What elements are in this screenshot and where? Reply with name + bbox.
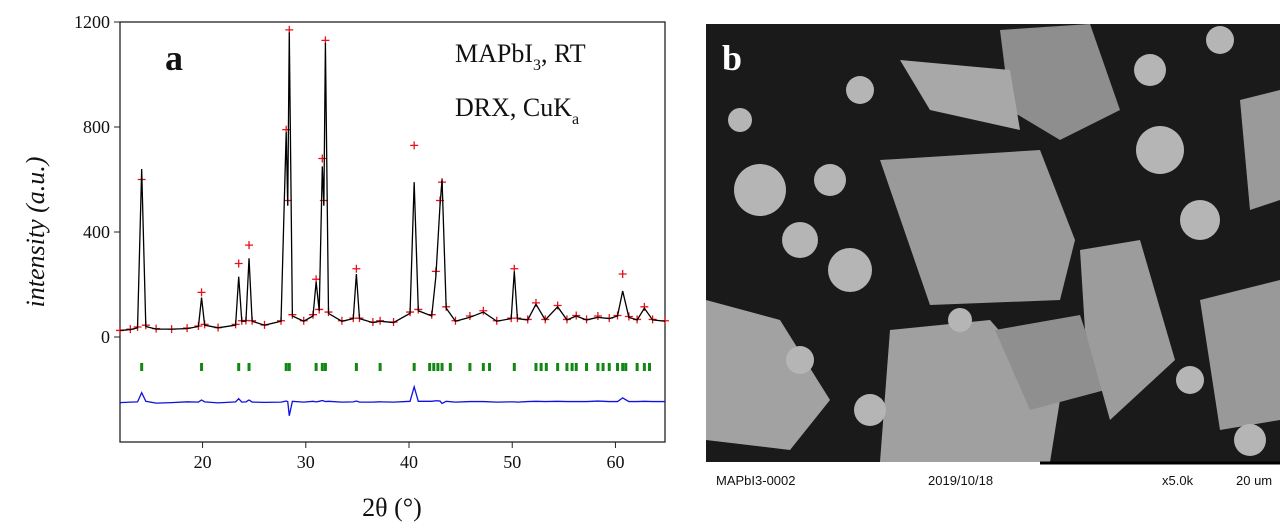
observed-point [553,301,562,310]
series-line [119,32,666,332]
x-tick-label: 20 [194,452,212,472]
y-tick-label: 1200 [74,12,110,32]
x-tick-label: 30 [297,452,315,472]
observed-point [593,312,602,320]
observed-point [640,302,649,311]
y-tick-label: 800 [83,117,110,137]
x-tick-label: 50 [503,452,521,472]
date: 2019/10/18 [928,473,993,488]
observed-point [479,306,488,315]
x-tick-label: 40 [400,452,418,472]
observed-point [234,259,243,268]
observed-point [245,241,254,250]
observed-point [618,270,627,278]
y-tick-label: 0 [101,327,110,347]
series-line [119,384,665,416]
magnification: x5.0k [1162,473,1194,488]
panel-label: a [165,38,183,78]
observed-point [410,141,419,150]
observed-point [197,288,206,297]
observed-point [352,264,361,273]
annotation: MAPbI3, RT [455,39,586,74]
plot-frame [119,21,666,443]
scale-label: 20 um [1236,473,1272,488]
x-axis-title: 2θ (°) [362,493,422,522]
y-axis-title: intensity (a.u.) [21,157,50,308]
annotation: DRX, CuKa [455,93,579,128]
observed-point [531,298,540,307]
sem-image [706,24,1280,462]
y-tick-label: 400 [83,222,110,242]
observed-point [318,154,327,163]
panel-label: b [722,38,742,78]
sample-name: MAPbI3-0002 [716,473,796,488]
x-tick-label: 60 [606,452,624,472]
